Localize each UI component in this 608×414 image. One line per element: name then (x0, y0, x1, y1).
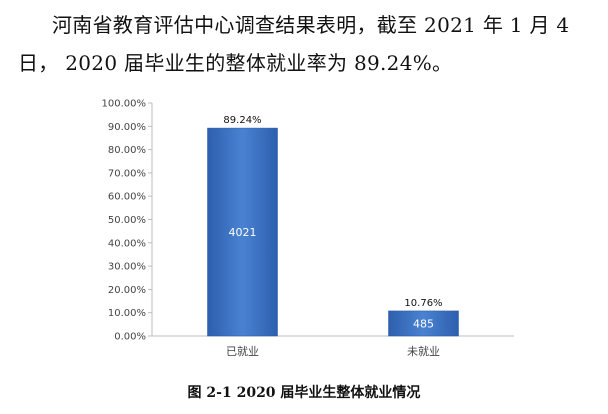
employment-bar-chart: 0.00% 10.00% 20.00% 30.00% 40.00% 50.00% 60.00… (102, 99, 514, 358)
y-tick-label: 70.00% (108, 168, 146, 179)
x-category-label: 未就业 (407, 344, 440, 358)
y-tick-label: 60.00% (108, 192, 146, 203)
bar-value-label: 89.24% (223, 115, 261, 126)
x-category-label: 已就业 (226, 344, 259, 358)
bar-count-label: 4021 (229, 226, 257, 239)
y-tick-label: 10.00% (108, 308, 146, 319)
y-tick-label: 90.00% (108, 122, 146, 133)
bar (207, 127, 278, 337)
y-tick-label: 20.00% (108, 285, 146, 296)
bar-value-label: 10.76% (404, 298, 442, 309)
bar-count-label: 485 (413, 317, 434, 330)
paragraph-line-1: 河南省教育评估中心调查结果表明，截至 2021 年 1 月 4 (52, 13, 570, 37)
y-tick-label: 80.00% (108, 145, 146, 156)
chart-axes: 0.00% 10.00% 20.00% 30.00% 40.00% 50.00% 60.00… (102, 99, 514, 343)
bar (388, 310, 459, 337)
y-tick-label: 30.00% (108, 262, 146, 273)
figure-caption: 图 2-1 2020 届毕业生整体就业情况 (187, 385, 421, 401)
y-tick-label: 100.00% (102, 99, 147, 110)
paragraph-line-2: 日， 2020 届毕业生的整体就业率为 89.24%。 (18, 51, 453, 75)
y-tick-label: 40.00% (108, 238, 146, 249)
y-tick-label: 0.00% (114, 332, 146, 343)
chart-bars: 89.24% 4021 已就业 10.76% 485 未就业 (207, 115, 459, 358)
y-tick-label: 50.00% (108, 215, 146, 226)
